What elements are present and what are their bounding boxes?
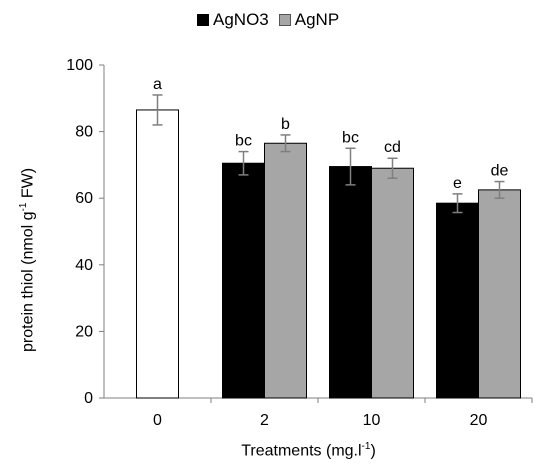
significance-letter: de: [491, 163, 509, 180]
bar-agno3: [222, 162, 265, 399]
y-tick-label: 80: [75, 124, 93, 141]
bar-agno3: [329, 166, 372, 399]
x-tick-label: 0: [153, 412, 162, 429]
bar-agno3: [436, 202, 479, 399]
bar-agnp: [264, 142, 307, 399]
x-axis-label: Treatments (mg.l-1): [241, 441, 376, 460]
x-tick-label: 2: [260, 412, 269, 429]
y-tick-label: 20: [75, 323, 93, 340]
legend-item-agno3: AgNO3: [197, 10, 269, 30]
y-tick-label: 40: [75, 257, 93, 274]
legend-swatch-agnp: [278, 14, 291, 26]
legend-label-agnp: AgNP: [294, 10, 340, 29]
bar-control: [136, 109, 179, 399]
significance-letter: a: [153, 76, 162, 93]
y-tick-label: 0: [84, 390, 93, 407]
bar-agnp: [478, 189, 521, 399]
legend-label-agno3: AgNO3: [213, 10, 269, 29]
y-axis-label: protein thiol (nmol g-1 FW): [18, 167, 37, 352]
significance-letter: b: [281, 116, 290, 133]
legend-swatch-agno3: [197, 14, 209, 26]
x-tick-label: 20: [470, 412, 488, 429]
legend-item-agnp: AgNP: [278, 10, 340, 30]
significance-letter: bc: [235, 133, 252, 150]
y-tick-label: 60: [75, 190, 93, 207]
y-tick-label: 100: [66, 57, 93, 74]
significance-letter: cd: [384, 139, 401, 156]
legend: AgNO3 AgNP: [197, 10, 349, 30]
significance-letter: bc: [342, 129, 359, 146]
significance-letter: e: [453, 175, 462, 192]
x-tick-label: 10: [363, 412, 381, 429]
bar-agnp: [371, 167, 414, 399]
